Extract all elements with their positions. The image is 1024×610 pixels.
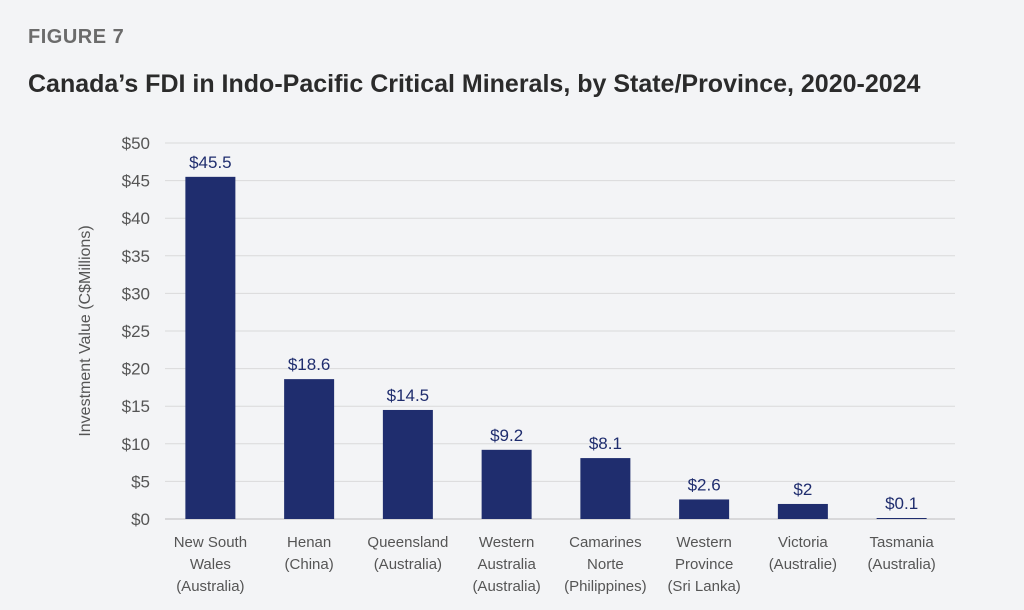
data-label: $9.2 [490, 426, 523, 445]
x-tick-label: Camarines [569, 534, 642, 551]
x-tick-label: Henan [287, 534, 331, 551]
x-tick-label: (China) [285, 556, 334, 573]
bar [679, 499, 730, 519]
data-label: $2.6 [688, 475, 721, 494]
y-tick-label: $45 [122, 172, 150, 191]
bar [481, 449, 532, 519]
x-tick-label: Norte [587, 556, 624, 573]
data-label: $18.6 [288, 355, 331, 374]
y-tick-label: $30 [122, 284, 150, 303]
x-tick-label: (Australia) [176, 578, 244, 595]
x-tick-label: (Philippines) [564, 578, 647, 595]
y-tick-label: $5 [131, 472, 150, 491]
x-tick-label: Tasmania [870, 534, 935, 551]
bar [185, 176, 236, 519]
figure-label: FIGURE 7 [28, 26, 125, 48]
bar [580, 458, 631, 519]
x-tick-label: Victoria [778, 534, 828, 551]
x-tick-label: (Australie) [769, 556, 837, 573]
x-tick-label: New South [174, 534, 247, 551]
y-tick-label: $25 [122, 322, 150, 341]
y-tick-label: $0 [131, 510, 150, 529]
x-tick-label: Wales [190, 556, 231, 573]
y-tick-label: $20 [122, 360, 150, 379]
y-tick-label: $50 [122, 134, 150, 153]
data-label: $45.5 [189, 153, 232, 172]
bar [777, 503, 828, 519]
x-tick-label: Australia [477, 556, 536, 573]
x-tick-label: (Australia) [867, 556, 935, 573]
x-tick-label: Province [675, 556, 733, 573]
chart-title: Canada’s FDI in Indo-Pacific Critical Mi… [28, 70, 921, 98]
y-tick-label: $40 [122, 209, 150, 228]
data-label: $0.1 [885, 494, 918, 513]
x-tick-label: Western [676, 534, 732, 551]
y-tick-label: $35 [122, 247, 150, 266]
y-tick-label: $10 [122, 435, 150, 454]
data-label: $8.1 [589, 434, 622, 453]
x-tick-label: (Australia) [374, 556, 442, 573]
x-tick-label: Queensland [367, 534, 448, 551]
x-tick-label: (Australia) [472, 578, 540, 595]
data-label: $2 [793, 480, 812, 499]
bar [382, 409, 433, 519]
bar [284, 379, 335, 519]
bar [876, 518, 927, 519]
x-tick-label: Western [479, 534, 535, 551]
data-label: $14.5 [387, 386, 430, 405]
y-tick-label: $15 [122, 397, 150, 416]
y-axis-label: Investment Value (C$Millions) [77, 225, 94, 436]
x-tick-label: (Sri Lanka) [667, 578, 740, 595]
